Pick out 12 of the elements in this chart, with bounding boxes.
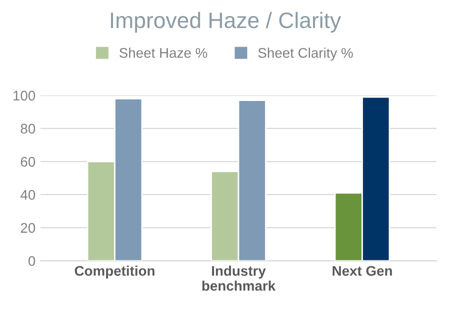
y-tick-label: 0: [28, 256, 36, 266]
y-tick-label: 80: [20, 124, 36, 134]
y-tick-label: 60: [20, 156, 36, 167]
legend-label: Sheet Haze %: [119, 48, 208, 58]
x-tick-label: Next Gen: [332, 266, 392, 276]
chart-title: Improved Haze / Clarity: [110, 12, 342, 33]
x-tick-label: Competition: [74, 266, 154, 279]
y-tick-label: 100: [14, 90, 36, 101]
x-tick-label: Industry benchmark: [202, 266, 276, 291]
y-tick-label: 40: [20, 190, 36, 200]
y-tick-label: 20: [20, 223, 36, 233]
legend-label: Sheet Clarity %: [258, 48, 353, 61]
